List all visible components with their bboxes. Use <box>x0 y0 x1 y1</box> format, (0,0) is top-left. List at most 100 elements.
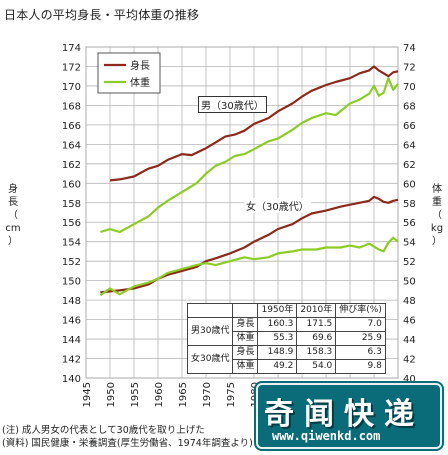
table-value-cell: 7.0 <box>335 317 386 332</box>
axis-label-char: ） <box>432 236 442 247</box>
table-value-cell: 55.3 <box>257 331 298 346</box>
y-tick-label-right: 54 <box>403 238 416 249</box>
x-tick-label: 1965 <box>178 382 189 407</box>
axis-label-char: 重 <box>432 197 442 208</box>
table-value-cell: 148.9 <box>257 345 298 360</box>
logo-url: www.qiwenkd.com <box>272 429 381 443</box>
y-tick-label-right: 50 <box>403 277 416 288</box>
x-tick-label: 1950 <box>106 382 117 407</box>
y-tick-label-right: 46 <box>403 316 416 327</box>
y-tick-label-right: 58 <box>403 199 416 210</box>
watermark-logo: 奇闻快递 www.qiwenkd.com <box>256 383 442 449</box>
x-tick-label: 1955 <box>130 382 141 407</box>
y-tick-label-right: 48 <box>403 296 416 307</box>
y-tick-label-right: 56 <box>403 218 416 229</box>
series-line-height <box>109 65 399 182</box>
table-group-cell: 女30歳代 <box>186 345 234 374</box>
table-row: 体重 49.2 54.0 9.8 <box>188 359 386 374</box>
y-tick-label-left: 160 <box>62 179 81 190</box>
left-axis-label: 身長 （ cm ） <box>2 182 24 249</box>
legend-box <box>97 52 161 94</box>
table-header-cell: 1950年 <box>257 303 298 318</box>
y-tick-label-left: 140 <box>62 374 81 385</box>
y-tick-label-left: 174 <box>62 43 81 54</box>
table-value-cell: 49.2 <box>257 359 298 374</box>
y-tick-label-left: 166 <box>62 121 81 132</box>
y-tick-label-right: 44 <box>403 335 416 346</box>
right-axis-label: 体重 （ kg ） <box>426 182 448 249</box>
female-series-label: 女（30歳代） <box>244 198 311 213</box>
y-tick-label-left: 152 <box>62 257 81 268</box>
axis-label-char: cm <box>5 223 21 234</box>
footnotes: (注) 成人男女の代表として30歳代を取り上げた (資料) 国民健康・栄養調査(… <box>2 424 253 450</box>
x-tick-label: 1980 <box>250 382 261 407</box>
table-header-cell <box>232 303 259 318</box>
table-row: 女30歳代 身長 148.9 158.3 6.3 <box>186 345 386 374</box>
y-tick-label-left: 156 <box>62 218 81 229</box>
y-tick-label-left: 172 <box>62 62 81 73</box>
x-tick-label: 1970 <box>202 382 213 407</box>
table-value-cell: 69.6 <box>296 331 337 346</box>
chart-title: 日本人の平均身長・平均体重の推移 <box>4 8 200 22</box>
y-tick-label-left: 164 <box>62 140 81 151</box>
y-tick-label-right: 74 <box>403 43 416 54</box>
logo-text: 奇闻快递 <box>264 397 424 432</box>
y-tick-label-right: 72 <box>403 62 416 73</box>
y-tick-label-right: 66 <box>403 121 416 132</box>
y-tick-label-right: 40 <box>403 374 416 385</box>
y-tick-label-right: 42 <box>403 355 416 366</box>
footnote-note: (注) 成人男女の代表として30歳代を取り上げた <box>2 425 205 436</box>
table-metric-cell: 体重 <box>232 331 259 346</box>
table-header-cell: 2010年 <box>296 303 337 318</box>
table-header-cell: 伸び率(%) <box>335 303 386 318</box>
y-tick-label-right: 60 <box>403 179 416 190</box>
y-tick-label-left: 146 <box>62 316 81 327</box>
table-value-cell: 25.9 <box>335 331 386 346</box>
legend-label: 身長 <box>130 59 150 72</box>
table-group-cell: 男30歳代 <box>186 317 234 346</box>
table-metric-cell: 身長 <box>232 317 259 332</box>
summary-table: 1950年 2010年 伸び率(%) 男30歳代 身長 160.3 171.5 … <box>186 303 386 374</box>
axis-label-char: kg <box>430 223 444 234</box>
y-tick-label-left: 168 <box>62 101 81 112</box>
y-tick-label-left: 150 <box>62 277 81 288</box>
male-series-label: 男（30歳代） <box>198 96 267 113</box>
x-tick-label: 1975 <box>226 382 237 407</box>
table-value-cell: 158.3 <box>296 345 337 360</box>
table-value-cell: 171.5 <box>296 317 337 332</box>
table-metric-cell: 身長 <box>232 345 259 360</box>
footnote-source: (資料) 国民健康・栄養調査(厚生労働省、1974年調査より) <box>2 438 253 449</box>
axis-label-char: （ <box>432 210 442 221</box>
table-value-cell: 9.8 <box>335 359 386 374</box>
y-tick-label-right: 52 <box>403 257 416 268</box>
table-header-cell <box>186 303 234 318</box>
axis-label-char: （ <box>8 210 18 221</box>
table-header-row: 1950年 2010年 伸び率(%) <box>186 303 386 318</box>
y-tick-label-left: 154 <box>62 238 81 249</box>
y-tick-label-left: 144 <box>62 335 81 346</box>
table-value-cell: 54.0 <box>296 359 337 374</box>
legend-label: 体重 <box>130 76 150 89</box>
table-value-cell: 6.3 <box>335 345 386 360</box>
axis-label-char: 体 <box>432 184 442 195</box>
axis-label-char: 長 <box>8 197 18 208</box>
x-tick-label: 1960 <box>154 382 165 407</box>
table-metric-cell: 体重 <box>232 359 259 374</box>
y-tick-label-right: 68 <box>403 101 416 112</box>
axis-label-char: ） <box>8 236 18 247</box>
y-tick-label-left: 148 <box>62 296 81 307</box>
series-line-weight <box>99 236 399 297</box>
table-value-cell: 160.3 <box>257 317 298 332</box>
y-tick-label-right: 70 <box>403 82 416 93</box>
x-tick-label: 1945 <box>82 382 93 407</box>
y-tick-label-right: 62 <box>403 160 416 171</box>
y-tick-label-left: 158 <box>62 199 81 210</box>
table-row: 男30歳代 身長 160.3 171.5 7.0 <box>186 317 386 346</box>
y-tick-label-left: 142 <box>62 355 81 366</box>
y-tick-label-left: 162 <box>62 160 81 171</box>
y-tick-label-left: 170 <box>62 82 81 93</box>
axis-label-char: 身 <box>8 184 18 195</box>
series-line-weight <box>100 77 399 234</box>
table-row: 体重 55.3 69.6 25.9 <box>188 331 386 346</box>
y-tick-label-right: 64 <box>403 140 416 151</box>
